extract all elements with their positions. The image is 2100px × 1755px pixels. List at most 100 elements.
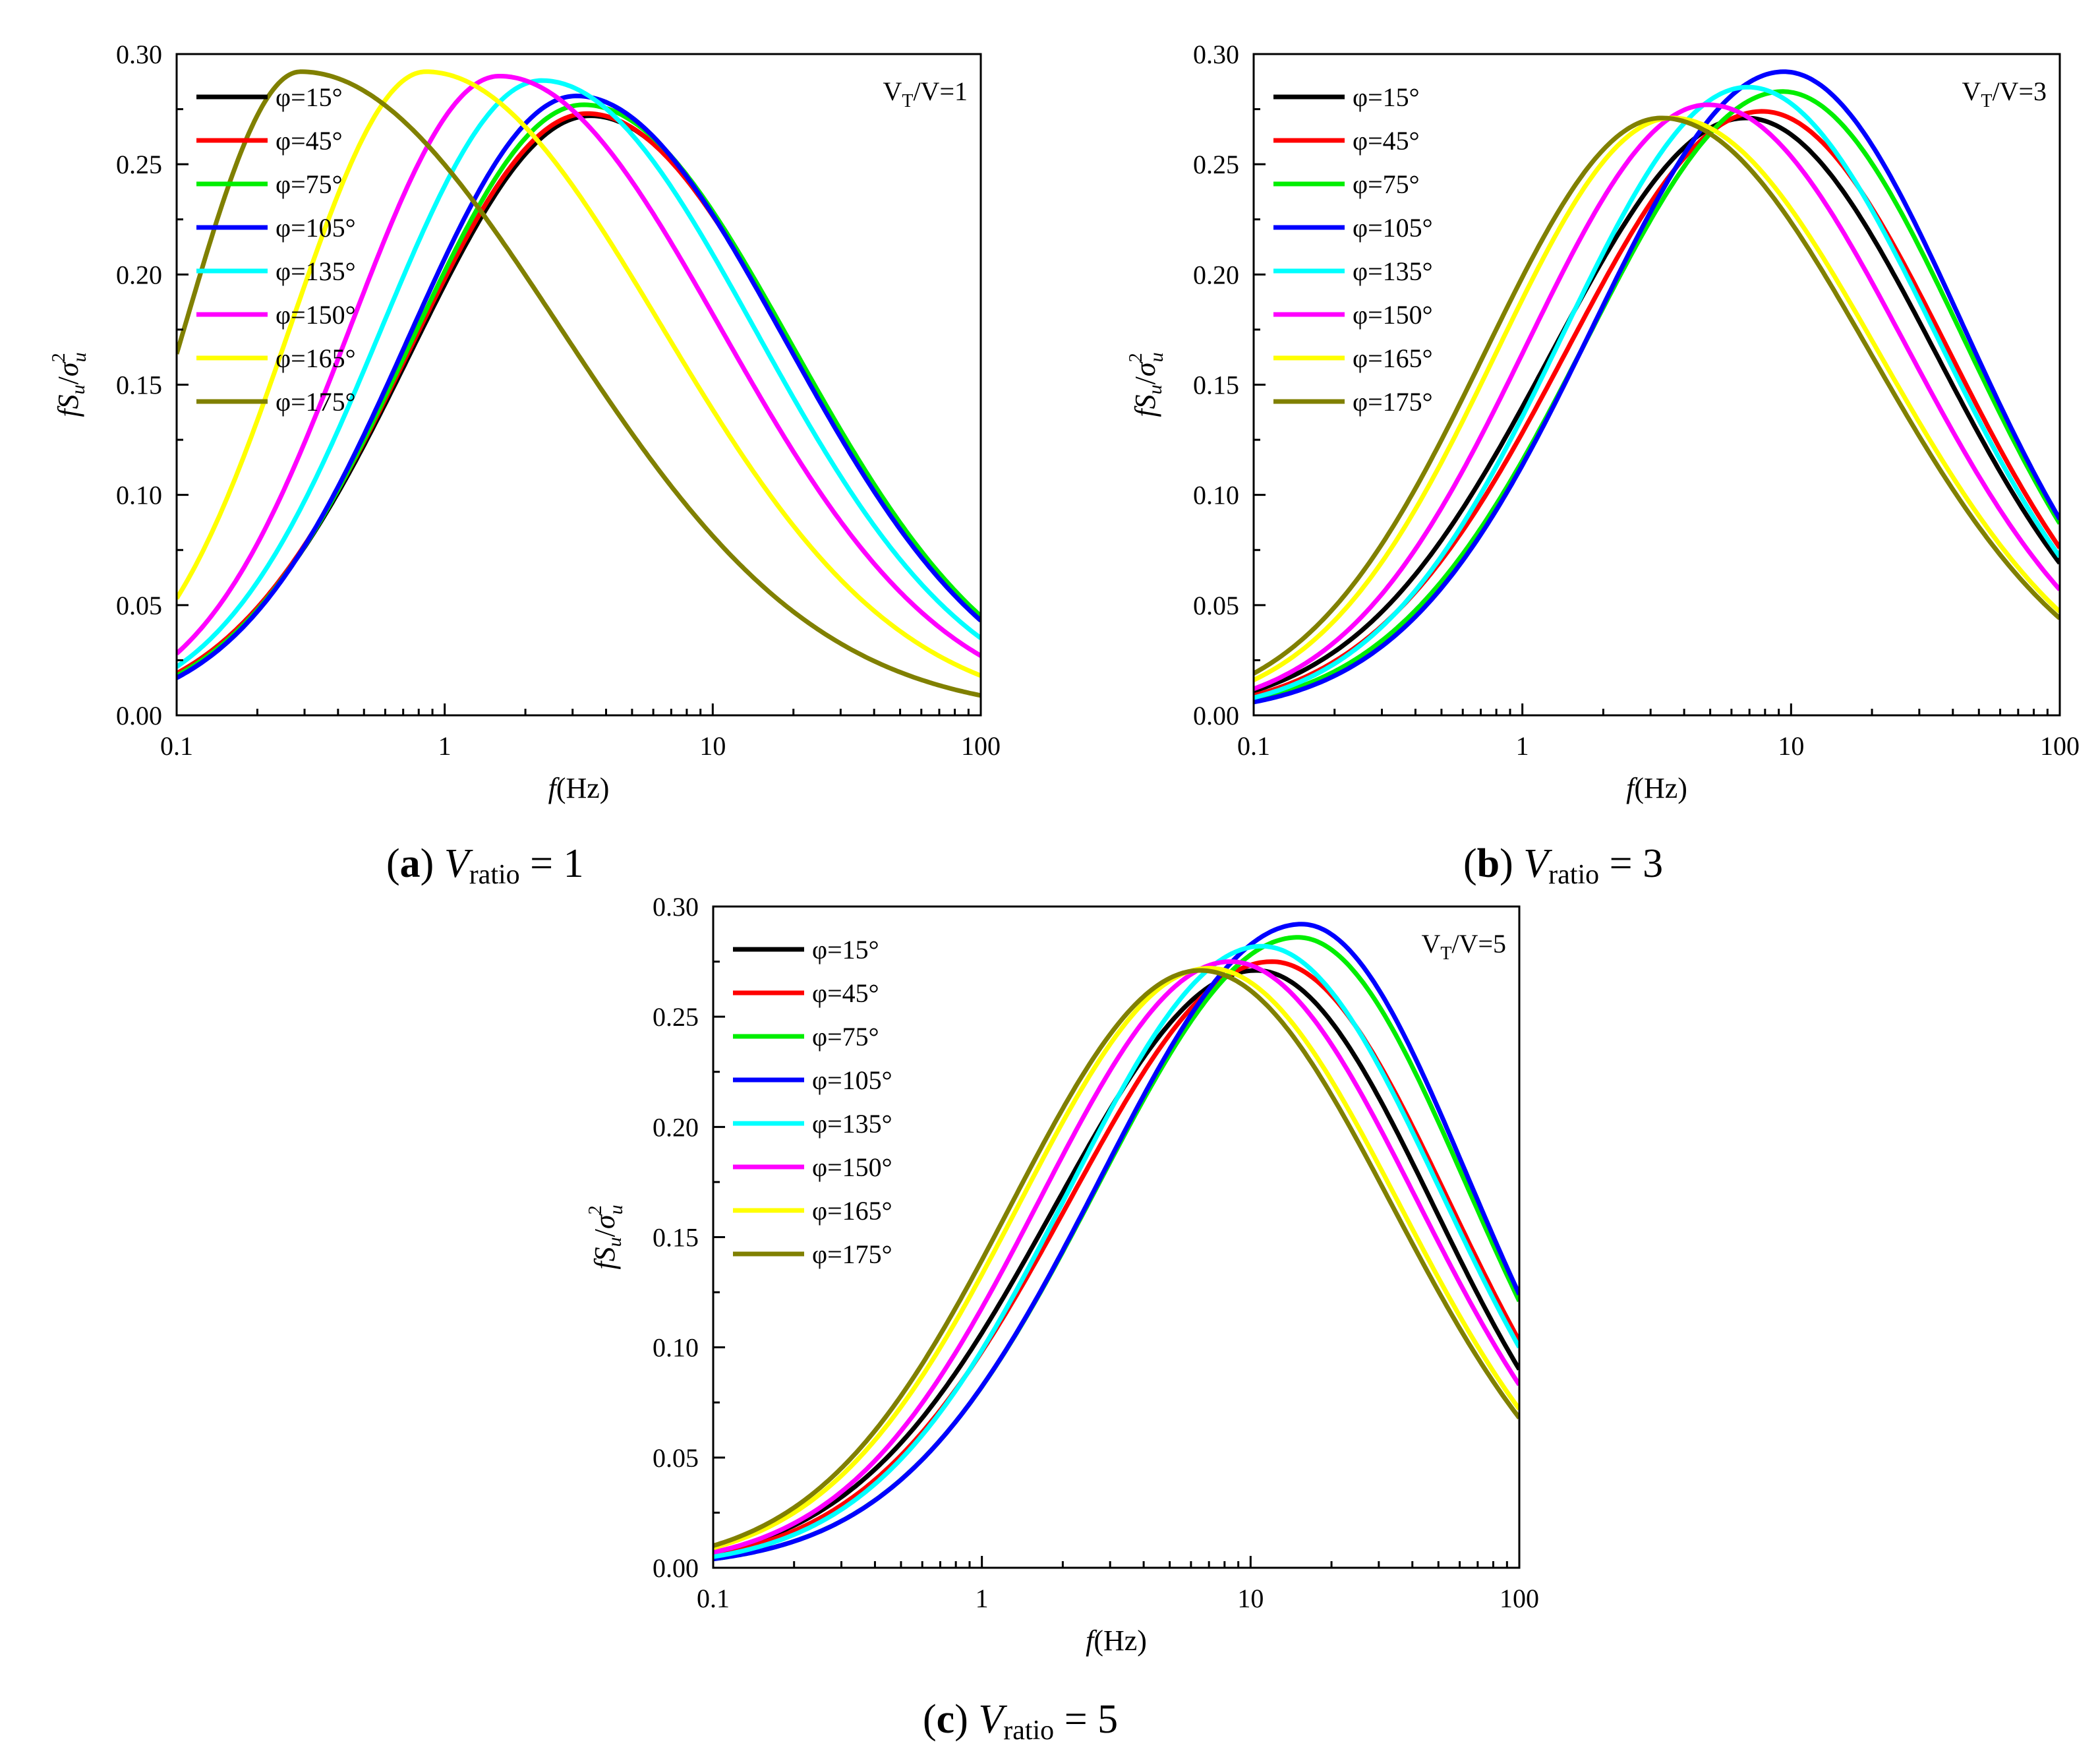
- y-tick-label: 0.30: [1193, 40, 1239, 69]
- legend-label-3: φ=105°: [276, 213, 356, 243]
- caption-value: 5: [1097, 1697, 1118, 1742]
- caption-space2: [1088, 1697, 1098, 1742]
- legend-label-2: φ=75°: [812, 1022, 879, 1052]
- y-tick-label: 0.30: [116, 40, 162, 69]
- caption-space: [1054, 1697, 1065, 1742]
- y-tick-label: 0.25: [116, 150, 162, 179]
- y-axis-sigma: σ: [52, 361, 84, 376]
- x-axis-title: f(Hz): [1626, 772, 1687, 804]
- legend-label-2: φ=75°: [276, 169, 343, 199]
- legend-label-5: φ=150°: [812, 1152, 892, 1182]
- ratio-annotation: VT/V=3: [1962, 76, 2047, 111]
- y-axis-title: fSu/σ2u: [585, 1205, 627, 1269]
- y-tick-label: 0.00: [116, 701, 162, 730]
- legend-label-0: φ=15°: [276, 82, 343, 112]
- x-tick-label: 100: [1500, 1584, 1539, 1613]
- ratio-annotation: VT/V=1: [883, 76, 968, 111]
- y-tick-label: 0.00: [653, 1553, 699, 1583]
- caption-space: [1599, 841, 1610, 886]
- annotation-main: V: [1962, 76, 1981, 106]
- x-tick-label: 1: [438, 731, 452, 761]
- y-axis-sigma: σ: [1129, 361, 1161, 376]
- y-axis-sub-u: u: [1144, 384, 1166, 394]
- panel-caption: (b) Vratio = 3: [1463, 841, 1663, 890]
- series-line-7: [1254, 115, 2060, 676]
- annotation-rest: /V=1: [913, 76, 968, 106]
- y-tick-label: 0.30: [653, 892, 699, 922]
- caption-paren-close: ): [421, 841, 444, 886]
- series-line-7: [713, 968, 1519, 1548]
- caption-variable: V: [1523, 841, 1552, 886]
- annotation-rest: /V=3: [1992, 76, 2047, 106]
- annotation-sub: T: [1440, 943, 1451, 964]
- series-line-4: [713, 943, 1519, 1559]
- y-axis-sub-u2: u: [69, 352, 90, 362]
- y-axis-title: fSu/σ2u: [49, 352, 90, 417]
- legend: φ=15° φ=45° φ=75° φ=105° φ=135° φ=150° φ=165° φ…: [1273, 82, 1433, 417]
- ratio-annotation: VT/V=5: [1421, 929, 1506, 964]
- legend-label-4: φ=135°: [276, 256, 356, 286]
- x-axis-unit: (Hz): [1094, 1624, 1147, 1657]
- series-line-6: [713, 966, 1519, 1551]
- caption-variable: V: [978, 1697, 1007, 1742]
- series-line-3: [713, 922, 1519, 1562]
- x-tick-label: 1: [976, 1584, 989, 1613]
- series-line-3: [1254, 69, 2060, 705]
- y-tick-label: 0.15: [653, 1223, 699, 1253]
- legend-label-7: φ=175°: [276, 387, 356, 417]
- y-axis-sub-u2: u: [605, 1205, 627, 1214]
- y-tick-label: 0.00: [1193, 701, 1239, 730]
- series-group: [177, 69, 981, 698]
- x-axis-title: f(Hz): [1086, 1624, 1147, 1657]
- y-tick-label: 0.05: [653, 1443, 699, 1473]
- chart-panel-a: 0.00 0.05 0.10 0.15 0.20 0.25 0.30 0.1 1 10 100 f(H…: [49, 40, 1001, 890]
- series-line-4: [177, 78, 981, 669]
- legend-label-4: φ=135°: [812, 1109, 892, 1139]
- series-line-7: [177, 69, 981, 698]
- x-axis-unit: (Hz): [556, 772, 610, 804]
- legend-label-1: φ=45°: [276, 126, 343, 156]
- y-axis-sup: 2: [1126, 353, 1146, 362]
- y-axis-slash: /: [52, 376, 84, 384]
- legend-label-2: φ=75°: [1353, 169, 1420, 199]
- legend-label-5: φ=150°: [276, 300, 356, 330]
- series-group: [713, 922, 1519, 1562]
- caption-paren-open: (: [386, 841, 400, 886]
- x-tick-label: 0.1: [1237, 731, 1270, 761]
- caption-paren-close: ): [1500, 841, 1523, 886]
- caption-equals: =: [530, 841, 553, 886]
- x-axis-title: f(Hz): [548, 772, 610, 804]
- caption-paren-close: ): [954, 1697, 978, 1742]
- series-line-3: [177, 94, 981, 680]
- x-tick-label: 100: [961, 731, 1001, 761]
- x-tick-label: 1: [1516, 731, 1529, 761]
- legend-label-1: φ=45°: [1353, 126, 1420, 156]
- caption-subscript: ratio: [469, 860, 520, 890]
- legend-label-0: φ=15°: [1353, 82, 1420, 112]
- y-tick-label: 0.25: [653, 1002, 699, 1032]
- caption-subscript: ratio: [1548, 860, 1599, 890]
- x-tick-label: 100: [2040, 731, 2080, 761]
- caption-space: [520, 841, 531, 886]
- x-tick-label: 0.1: [160, 731, 193, 761]
- annotation-main: V: [1421, 929, 1440, 959]
- y-axis-sigma: σ: [589, 1213, 621, 1229]
- caption-equals: =: [1065, 1697, 1088, 1742]
- series-group: [1254, 69, 2060, 705]
- caption-letter: c: [937, 1697, 955, 1742]
- caption-paren-open: (: [1463, 841, 1477, 886]
- legend: φ=15° φ=45° φ=75° φ=105° φ=135° φ=150° φ=165° φ…: [196, 82, 356, 417]
- y-tick-label: 0.20: [1193, 260, 1239, 289]
- y-axis-sub-u: u: [67, 384, 89, 394]
- series-line-6: [177, 69, 981, 678]
- legend-label-0: φ=15°: [812, 935, 879, 965]
- legend: φ=15° φ=45° φ=75° φ=105° φ=135° φ=150° φ=165° φ…: [733, 935, 892, 1269]
- panel-caption: (c) Vratio = 5: [923, 1697, 1118, 1746]
- caption-equals: =: [1610, 841, 1633, 886]
- legend-label-1: φ=45°: [812, 978, 879, 1008]
- chart-panel-b: 0.00 0.05 0.10 0.15 0.20 0.25 0.30 0.1 1 10 100 f(H…: [1126, 40, 2080, 890]
- x-tick-label: 10: [1237, 1584, 1264, 1613]
- legend-label-6: φ=165°: [812, 1196, 892, 1226]
- x-tick-label: 0.1: [697, 1584, 730, 1613]
